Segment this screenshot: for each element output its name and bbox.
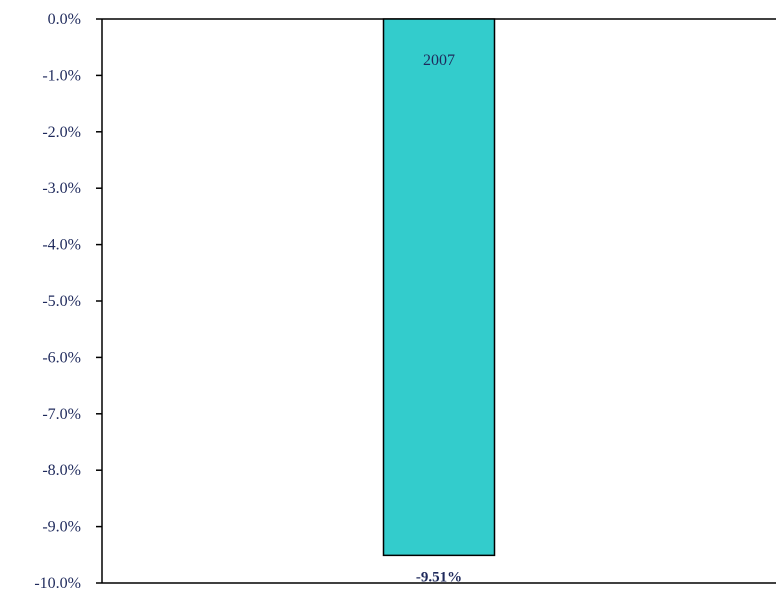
category-label: 2007 — [423, 52, 455, 69]
y-tick-label: -7.0% — [42, 406, 81, 423]
y-tick-label: -8.0% — [42, 462, 81, 479]
y-tick-label: 0.0% — [48, 11, 81, 28]
bar-2007 — [382, 18, 496, 557]
data-label: -9.51% — [416, 569, 462, 585]
y-tick-label: -3.0% — [42, 180, 81, 197]
bars — [382, 18, 496, 557]
y-tick-label: -10.0% — [34, 575, 81, 592]
y-tick-label: -4.0% — [42, 237, 81, 254]
labels: 2007 -9.51% — [416, 52, 462, 585]
y-tick-label: -2.0% — [42, 124, 81, 141]
y-tick-label: -6.0% — [42, 349, 81, 366]
y-tick-label: -5.0% — [42, 293, 81, 310]
y-tick-label: -1.0% — [42, 67, 81, 84]
y-tick-label: -9.0% — [42, 519, 81, 536]
y-axis: 0.0% -1.0% -2.0% -3.0% -4.0% -5.0% -6.0% -7.0% -… — [34, 11, 776, 592]
